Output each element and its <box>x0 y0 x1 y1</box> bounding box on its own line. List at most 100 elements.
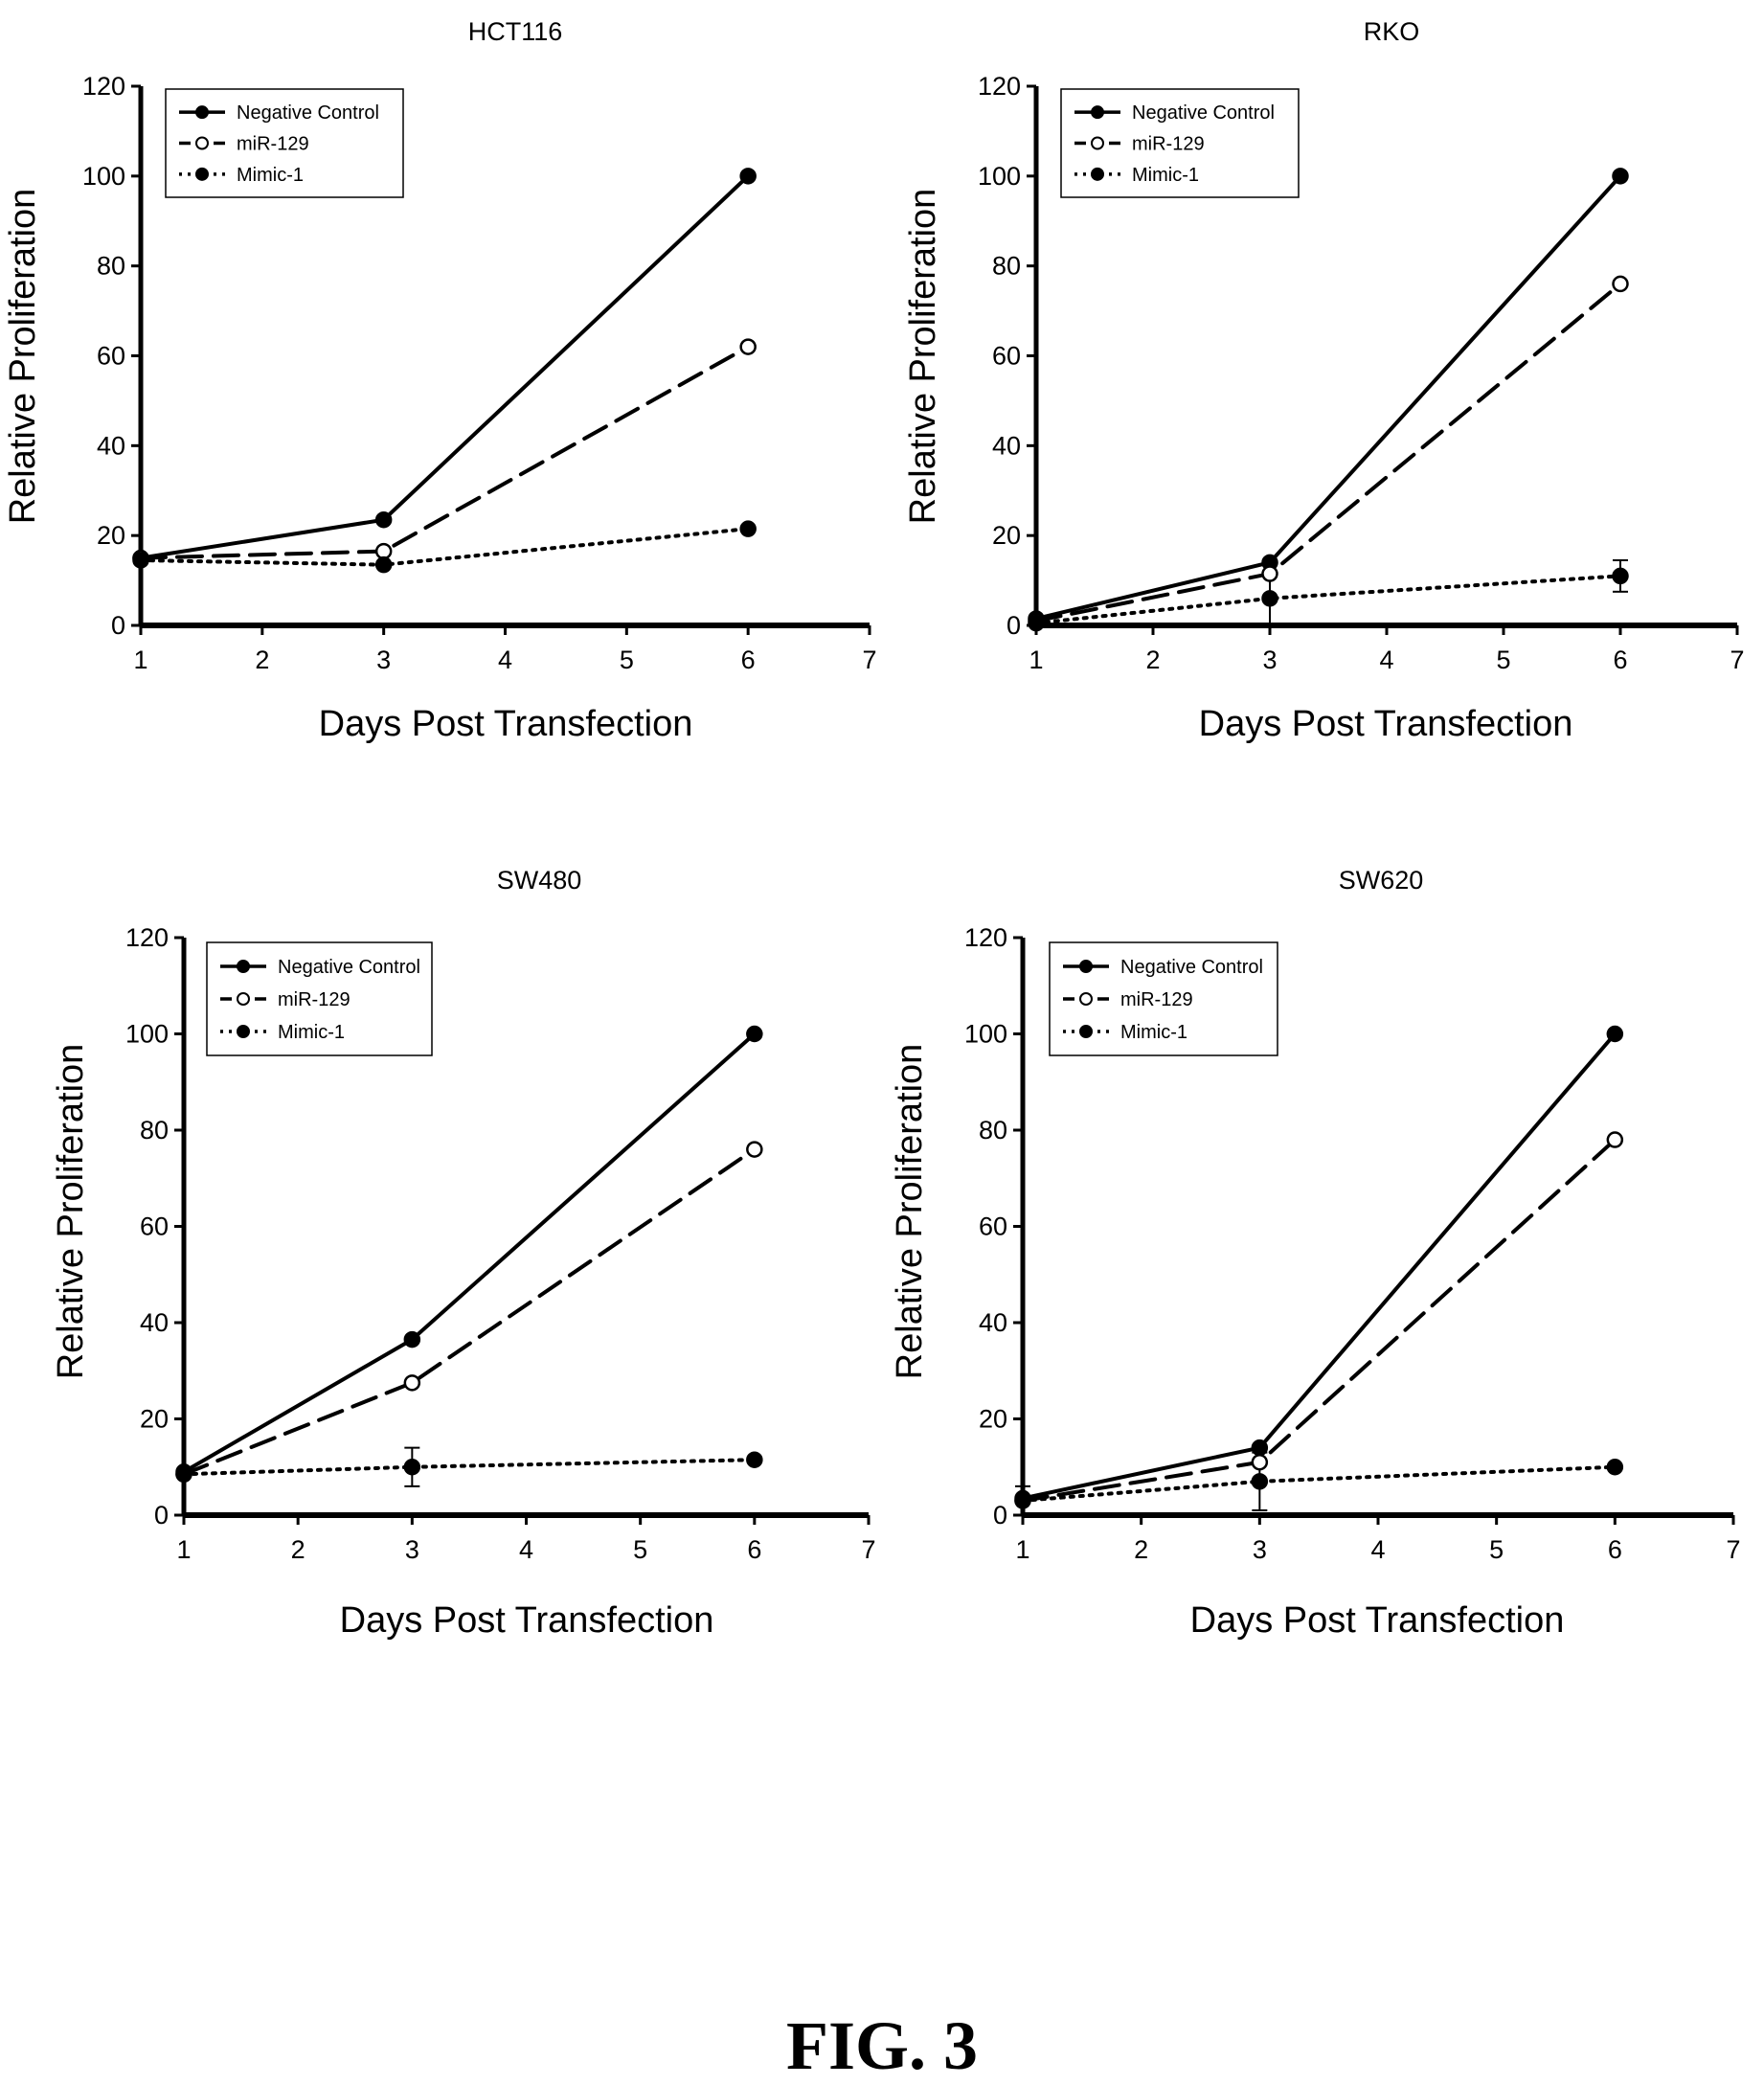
legend-label: Mimic-1 <box>1132 165 1199 186</box>
data-point-negative-control <box>746 1025 763 1043</box>
x-tick-label: 2 <box>291 1535 305 1564</box>
data-point-mimic-1 <box>374 555 393 574</box>
y-tick-label: 20 <box>97 521 125 550</box>
data-point-mimic-1 <box>1612 567 1629 585</box>
legend-label: Mimic-1 <box>278 1022 345 1043</box>
x-tick-label: 5 <box>633 1535 647 1564</box>
data-point-mimic-1 <box>1028 614 1045 632</box>
legend: Negative Control miR-129 Mimic-1 <box>1049 941 1278 1056</box>
legend-swatch-marker <box>1079 992 1093 1006</box>
legend-label: Mimic-1 <box>237 165 304 186</box>
data-point-mimic-1 <box>1014 1492 1031 1509</box>
chart-title: RKO <box>1364 17 1420 46</box>
figure-label: FIG. 3 <box>786 2007 978 2084</box>
x-tick-label: 7 <box>1730 646 1744 674</box>
y-tick-label: 0 <box>993 1501 1007 1530</box>
legend-label: miR-129 <box>278 989 351 1010</box>
series-line-mimic-1 <box>1021 1464 1617 1503</box>
legend-label: miR-129 <box>237 134 309 155</box>
x-tick-label: 4 <box>498 646 512 674</box>
x-tick-label: 7 <box>861 1535 875 1564</box>
data-point-mimic-1 <box>739 520 757 537</box>
x-tick-label: 5 <box>620 646 634 674</box>
y-tick-label: 100 <box>964 1020 1007 1049</box>
legend-swatch-marker <box>195 167 209 181</box>
data-point-mir-129 <box>1612 275 1629 293</box>
y-tick-label: 60 <box>979 1212 1007 1241</box>
data-point-negative-control <box>1612 168 1629 185</box>
legend-label: Negative Control <box>1120 957 1263 978</box>
x-tick-label: 6 <box>741 646 756 674</box>
legend: Negative Control miR-129 Mimic-1 <box>206 941 433 1056</box>
y-axis-label: Relative Proliferation <box>890 1044 930 1380</box>
legend-label: Mimic-1 <box>1120 1022 1187 1043</box>
series-line-mimic-1 <box>182 1458 757 1477</box>
x-tick-label: 3 <box>1262 646 1277 674</box>
y-tick-label: 20 <box>979 1405 1007 1434</box>
legend-label: miR-129 <box>1120 989 1193 1010</box>
x-tick-label: 3 <box>376 646 391 674</box>
x-tick-label: 3 <box>1253 1535 1267 1564</box>
chart-panels: HCT116 Days Post Transfection Relative Pro… <box>3 17 1745 1641</box>
x-tick-label: 4 <box>519 1535 533 1564</box>
data-point-mir-129 <box>746 1141 763 1158</box>
data-point-negative-control <box>1251 1439 1269 1457</box>
y-axis-label: Relative Proliferation <box>903 189 943 525</box>
y-tick-label: 80 <box>979 1116 1007 1144</box>
data-point-mir-129 <box>1261 565 1278 582</box>
y-tick-label: 60 <box>140 1212 169 1241</box>
data-point-mimic-1 <box>1261 590 1278 607</box>
y-tick-label: 40 <box>992 431 1021 460</box>
data-point-mimic-1 <box>746 1451 763 1468</box>
x-tick-label: 7 <box>862 646 876 674</box>
data-point-mimic-1 <box>175 1465 192 1484</box>
y-tick-label: 40 <box>979 1308 1007 1337</box>
series-line-mir-129 <box>182 1147 757 1477</box>
y-tick-label: 0 <box>1006 611 1021 640</box>
data-point-mir-129 <box>403 1374 421 1392</box>
x-axis-label: Days Post Transfection <box>1199 704 1573 744</box>
legend-label: miR-129 <box>1132 134 1205 155</box>
series-line-mir-129 <box>139 345 751 560</box>
y-axis-label: Relative Proliferation <box>51 1044 91 1380</box>
x-tick-label: 2 <box>1134 1535 1148 1564</box>
series-line-negative-control <box>139 173 751 560</box>
data-point-mimic-1 <box>1606 1459 1624 1476</box>
series-line-negative-control <box>1034 173 1622 621</box>
x-tick-label: 3 <box>405 1535 419 1564</box>
x-tick-label: 1 <box>176 1535 191 1564</box>
y-tick-label: 100 <box>978 162 1021 191</box>
x-axis-label: Days Post Transfection <box>340 1600 714 1641</box>
y-tick-label: 40 <box>140 1308 169 1337</box>
y-tick-label: 80 <box>97 252 125 281</box>
legend-swatch-marker <box>237 1025 250 1038</box>
series-line-mimic-1 <box>139 527 751 567</box>
y-tick-label: 100 <box>82 162 125 191</box>
x-tick-label: 6 <box>1613 646 1627 674</box>
data-point-mimic-1 <box>403 1459 421 1476</box>
legend-swatch-marker <box>1079 960 1093 973</box>
legend-swatch-marker <box>1091 136 1104 150</box>
data-point-mimic-1 <box>1251 1473 1269 1490</box>
series-line-mir-129 <box>1034 282 1622 623</box>
x-tick-label: 1 <box>1015 1535 1029 1564</box>
chart-panel-1: HCT116 Days Post Transfection Relative Pro… <box>3 17 877 744</box>
data-point-negative-control <box>1606 1025 1624 1043</box>
series-line-negative-control <box>182 1031 757 1474</box>
legend-label: Negative Control <box>237 102 379 124</box>
data-point-mir-129 <box>1251 1453 1269 1471</box>
legend-swatch-marker <box>1091 105 1104 120</box>
legend: Negative Control miR-129 Mimic-1 <box>1060 88 1300 198</box>
x-tick-label: 6 <box>747 1535 761 1564</box>
x-tick-label: 2 <box>1145 646 1160 674</box>
chart-title: HCT116 <box>468 17 563 46</box>
y-tick-label: 60 <box>97 342 125 371</box>
legend-swatch-marker <box>195 105 209 120</box>
legend-swatch-marker <box>1079 1025 1093 1038</box>
x-tick-label: 6 <box>1608 1535 1622 1564</box>
chart-title: SW620 <box>1339 866 1424 895</box>
x-tick-label: 1 <box>133 646 147 674</box>
x-axis-label: Days Post Transfection <box>1190 1600 1565 1641</box>
y-tick-label: 0 <box>154 1501 169 1530</box>
y-tick-label: 80 <box>992 252 1021 281</box>
